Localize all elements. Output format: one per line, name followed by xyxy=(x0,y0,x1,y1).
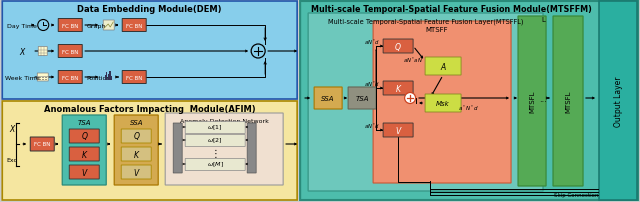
Bar xyxy=(109,72,111,81)
Text: $\omega[2]$: $\omega[2]$ xyxy=(207,136,223,144)
Text: FC BN: FC BN xyxy=(62,49,79,54)
FancyBboxPatch shape xyxy=(103,21,114,31)
Bar xyxy=(104,76,106,81)
Text: $\omega[M]$: $\omega[M]$ xyxy=(207,160,224,168)
Text: Anomalous Factors Impacting  Module(AFIM): Anomalous Factors Impacting Module(AFIM) xyxy=(44,104,255,113)
FancyBboxPatch shape xyxy=(247,123,256,173)
Text: Output Layer: Output Layer xyxy=(614,76,623,126)
Text: K: K xyxy=(134,150,139,159)
FancyBboxPatch shape xyxy=(165,114,283,185)
Text: Multi-scale Temporal-Spatial Feature Fusion Layer(MTSFFL): Multi-scale Temporal-Spatial Feature Fus… xyxy=(328,19,524,25)
Text: V: V xyxy=(82,168,87,177)
FancyBboxPatch shape xyxy=(185,135,245,147)
Text: $\omega[1]$: $\omega[1]$ xyxy=(207,123,223,132)
Text: Data Embedding Module(DEM): Data Embedding Module(DEM) xyxy=(77,4,222,14)
FancyBboxPatch shape xyxy=(58,19,82,32)
Text: TSA: TSA xyxy=(77,119,91,125)
FancyBboxPatch shape xyxy=(383,123,413,137)
Text: Anomaly Detection Network: Anomaly Detection Network xyxy=(180,118,269,123)
Text: Q: Q xyxy=(81,132,87,141)
FancyBboxPatch shape xyxy=(383,40,413,54)
FancyBboxPatch shape xyxy=(69,147,99,161)
Text: MTSFL: MTSFL xyxy=(529,90,535,113)
FancyBboxPatch shape xyxy=(58,45,82,58)
Text: Msk: Msk xyxy=(436,101,450,106)
Bar xyxy=(106,73,108,81)
Text: $aN^*d$: $aN^*d$ xyxy=(364,121,380,131)
Text: FC BN: FC BN xyxy=(62,23,79,28)
Text: FC BN: FC BN xyxy=(126,23,142,28)
Text: MTSFF: MTSFF xyxy=(426,27,449,33)
Bar xyxy=(111,77,112,81)
Text: SSA: SSA xyxy=(129,119,143,125)
FancyBboxPatch shape xyxy=(114,115,158,185)
FancyBboxPatch shape xyxy=(122,19,146,32)
FancyBboxPatch shape xyxy=(69,165,99,179)
Text: FC BN: FC BN xyxy=(126,75,142,80)
FancyBboxPatch shape xyxy=(314,87,342,109)
FancyBboxPatch shape xyxy=(69,129,99,143)
FancyBboxPatch shape xyxy=(300,2,638,200)
FancyBboxPatch shape xyxy=(58,71,82,84)
Text: Day Time: Day Time xyxy=(7,23,37,28)
Text: Week Time: Week Time xyxy=(5,75,40,80)
Text: Skip Connection: Skip Connection xyxy=(554,193,598,198)
FancyBboxPatch shape xyxy=(425,95,461,113)
Circle shape xyxy=(404,93,415,104)
Text: Position: Position xyxy=(86,75,111,80)
FancyBboxPatch shape xyxy=(185,159,245,171)
FancyBboxPatch shape xyxy=(121,147,151,161)
Text: SSA: SSA xyxy=(321,96,335,101)
Text: L: L xyxy=(541,17,545,23)
Text: Exc: Exc xyxy=(7,157,18,162)
FancyBboxPatch shape xyxy=(553,17,583,186)
Text: FC BN: FC BN xyxy=(62,75,79,80)
FancyBboxPatch shape xyxy=(373,22,511,183)
Text: $aN^*aN$: $aN^*aN$ xyxy=(403,56,423,65)
FancyBboxPatch shape xyxy=(30,137,54,151)
Text: MTSFL: MTSFL xyxy=(565,90,571,113)
FancyBboxPatch shape xyxy=(518,17,546,186)
Text: ...: ... xyxy=(539,94,547,103)
Text: ⋮: ⋮ xyxy=(211,148,220,158)
FancyBboxPatch shape xyxy=(37,74,48,82)
FancyBboxPatch shape xyxy=(383,82,413,96)
FancyBboxPatch shape xyxy=(3,2,297,100)
Text: K: K xyxy=(82,150,87,159)
FancyBboxPatch shape xyxy=(348,87,376,109)
Text: TSA: TSA xyxy=(355,96,369,101)
FancyBboxPatch shape xyxy=(121,129,151,143)
Text: V: V xyxy=(396,126,401,135)
Text: Multi-scale Temporal-Spatial Feature Fusion Module(MTSFFM): Multi-scale Temporal-Spatial Feature Fus… xyxy=(310,4,591,14)
FancyBboxPatch shape xyxy=(62,115,106,185)
FancyBboxPatch shape xyxy=(185,122,245,134)
FancyBboxPatch shape xyxy=(121,165,151,179)
FancyBboxPatch shape xyxy=(425,58,461,76)
FancyBboxPatch shape xyxy=(38,47,47,56)
Text: Q: Q xyxy=(133,132,140,141)
Text: A: A xyxy=(440,62,445,71)
FancyBboxPatch shape xyxy=(3,101,297,200)
Text: $aN^*d$: $aN^*d$ xyxy=(364,38,380,47)
FancyBboxPatch shape xyxy=(122,71,146,84)
Text: V: V xyxy=(134,168,139,177)
Text: $aN^*d$: $aN^*d$ xyxy=(364,80,380,89)
Text: Q: Q xyxy=(395,42,401,51)
Bar xyxy=(108,75,109,81)
Text: FC BN: FC BN xyxy=(34,142,51,147)
FancyBboxPatch shape xyxy=(308,14,543,191)
Text: $a^*N^*d$: $a^*N^*d$ xyxy=(458,103,479,112)
Text: K: K xyxy=(396,84,401,93)
Text: X: X xyxy=(20,47,25,56)
Text: Graph: Graph xyxy=(86,23,106,28)
FancyBboxPatch shape xyxy=(173,123,182,173)
FancyBboxPatch shape xyxy=(599,2,637,200)
Text: X: X xyxy=(10,125,15,134)
